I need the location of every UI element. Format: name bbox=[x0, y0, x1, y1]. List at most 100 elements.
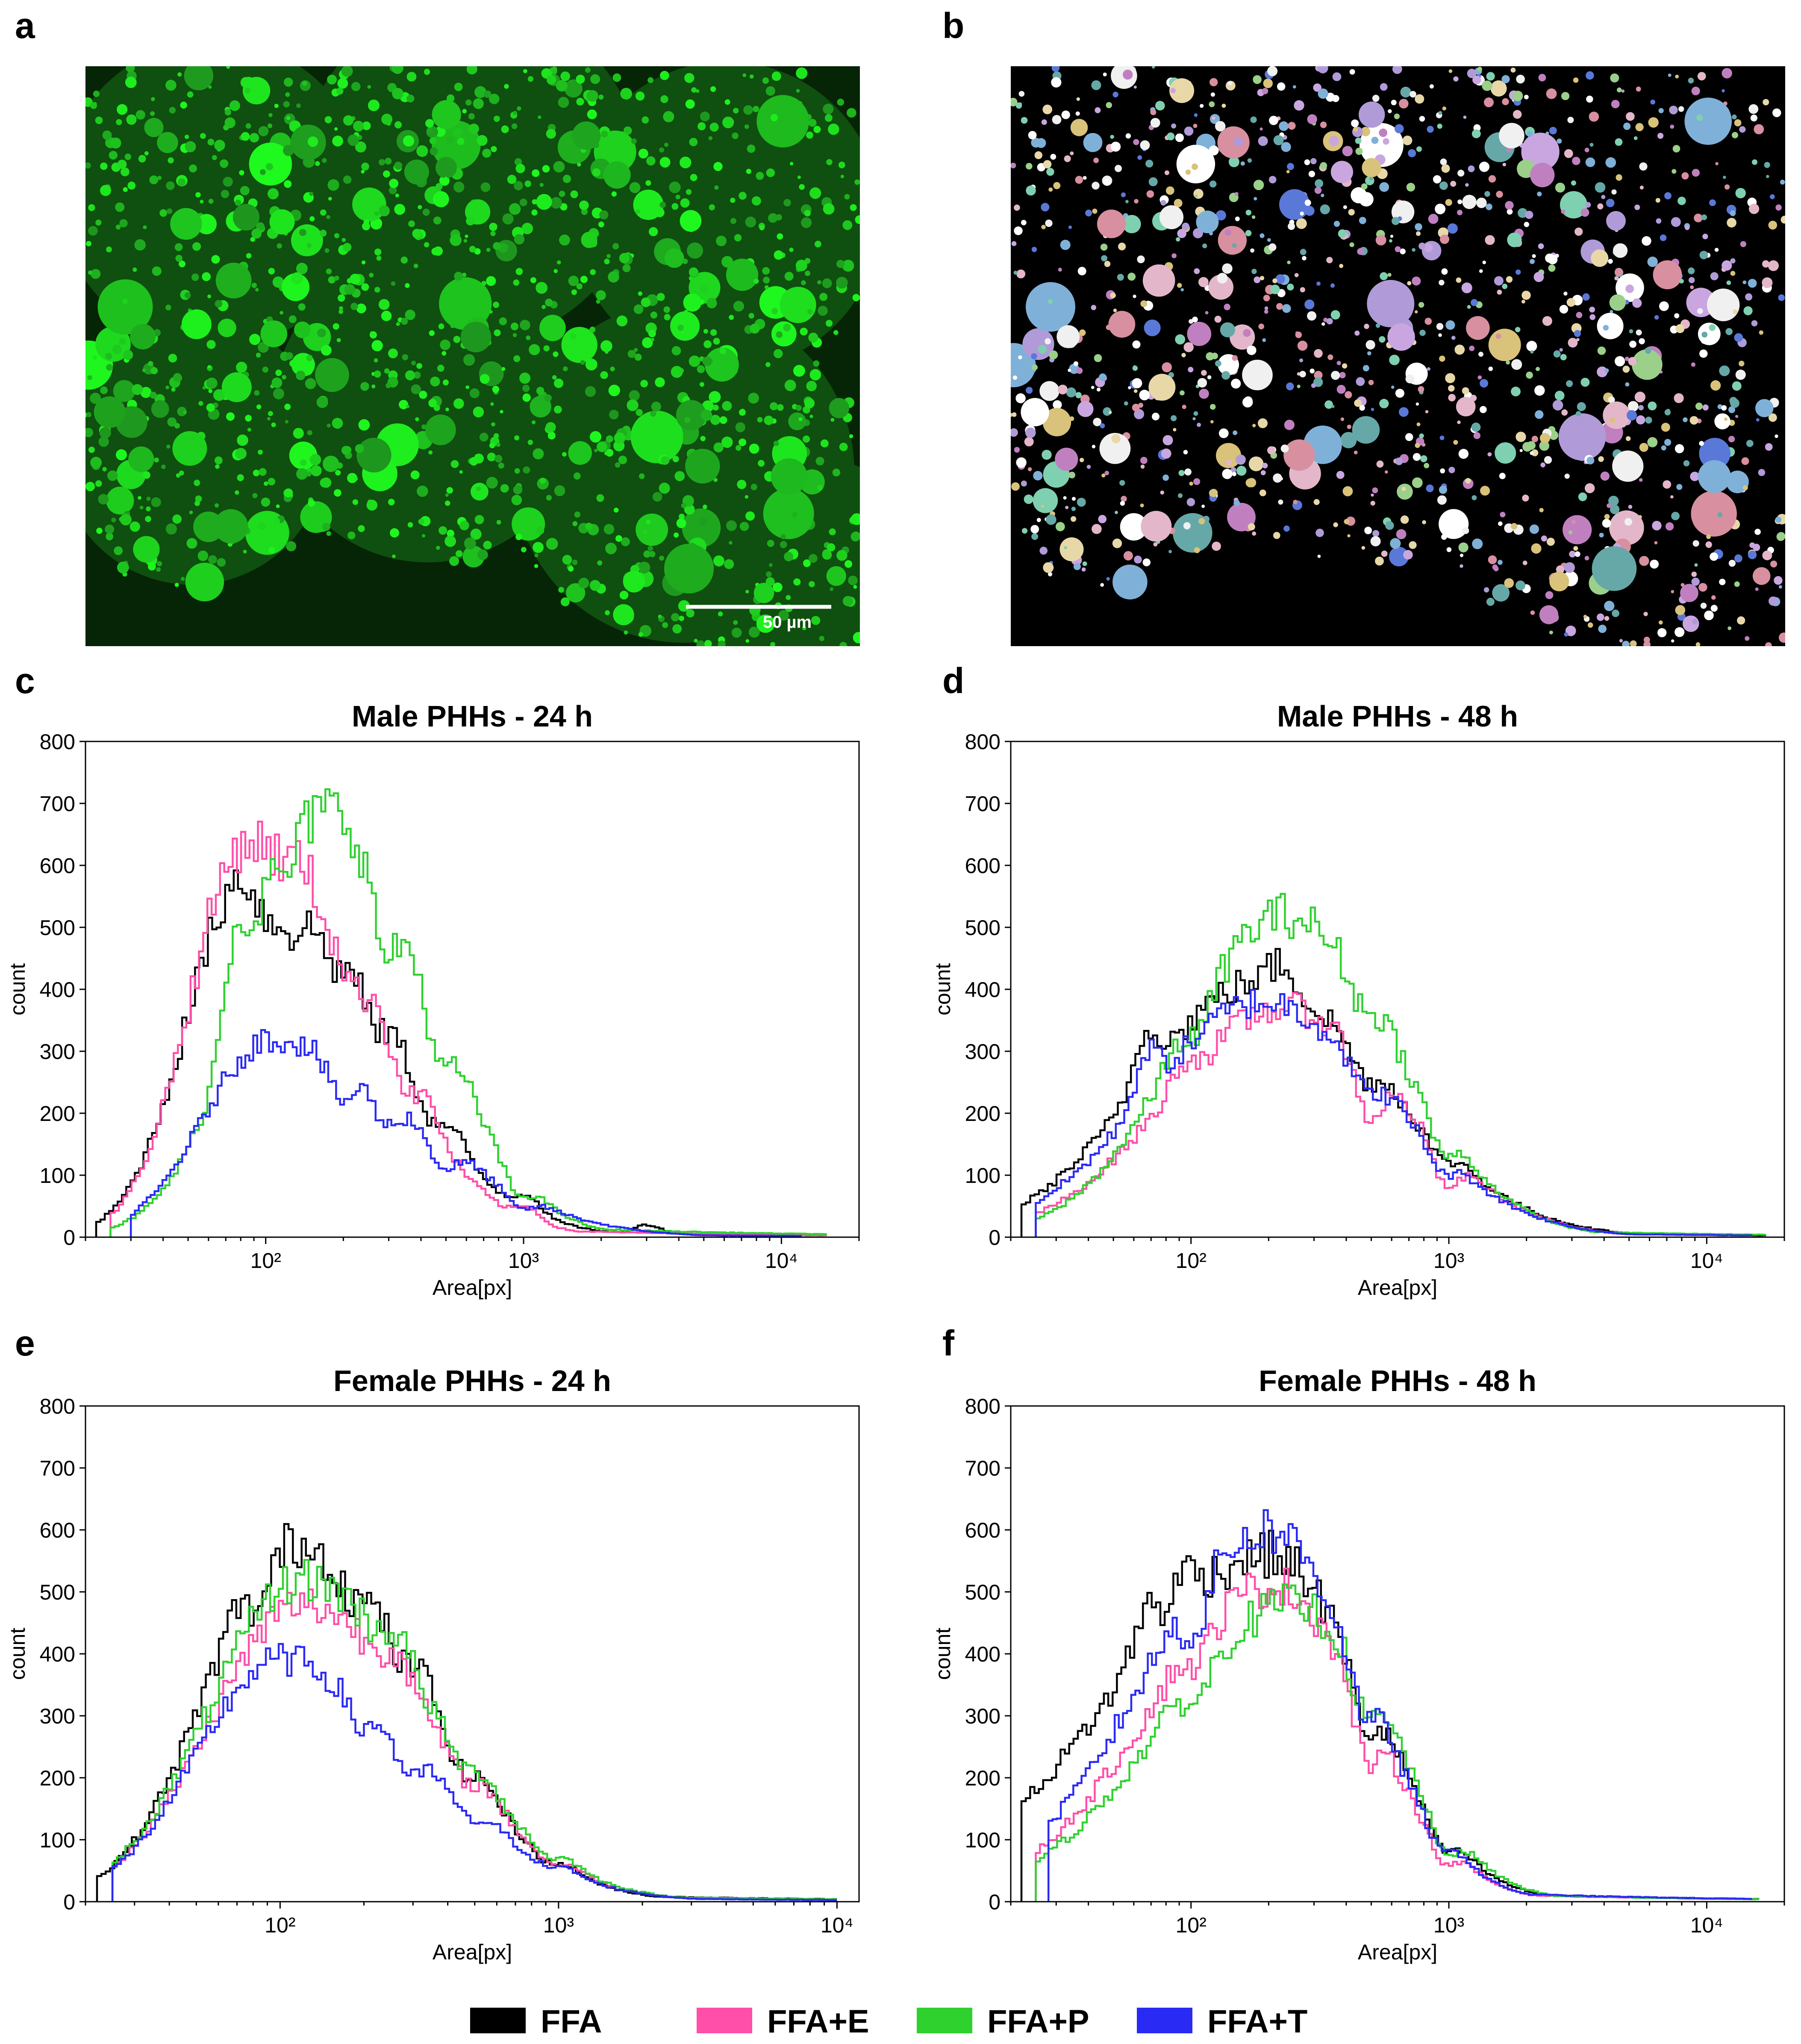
segmentation-mask bbox=[1011, 66, 1785, 646]
lipid-droplet bbox=[130, 324, 156, 350]
segmented-droplet bbox=[1732, 132, 1738, 138]
segmented-droplet bbox=[1675, 324, 1685, 333]
segmented-droplet bbox=[1724, 418, 1727, 421]
segmented-droplet bbox=[1561, 209, 1566, 214]
segmented-droplet bbox=[1421, 443, 1426, 447]
segmented-droplet bbox=[1759, 330, 1763, 335]
lipid-droplet bbox=[427, 126, 433, 132]
lipid-droplet bbox=[98, 436, 109, 447]
segmented-droplet bbox=[1743, 306, 1753, 315]
segmented-droplet bbox=[1754, 124, 1764, 135]
lipid-droplet bbox=[724, 99, 730, 105]
lipid-droplet bbox=[411, 360, 416, 366]
segmented-droplet bbox=[1678, 106, 1684, 112]
lipid-droplet bbox=[106, 246, 112, 253]
segmented-droplet bbox=[1499, 123, 1524, 149]
segmented-droplet bbox=[1103, 407, 1112, 416]
lipid-droplet bbox=[195, 495, 202, 503]
segmented-droplet bbox=[1456, 277, 1462, 283]
lipid-droplet bbox=[109, 151, 118, 160]
segmented-droplet bbox=[1426, 484, 1434, 492]
lipid-droplet bbox=[191, 274, 199, 281]
lipid-droplet bbox=[411, 384, 421, 394]
lipid-droplet bbox=[558, 97, 569, 108]
lipid-droplet bbox=[515, 268, 523, 275]
lipid-droplet bbox=[522, 385, 530, 392]
segmented-droplet bbox=[1024, 494, 1033, 504]
lipid-droplet bbox=[500, 410, 503, 414]
lipid-droplet bbox=[102, 130, 112, 140]
segmented-droplet bbox=[1119, 480, 1125, 486]
lipid-droplet bbox=[390, 528, 399, 538]
lipid-droplet bbox=[493, 433, 499, 439]
lipid-droplet bbox=[568, 441, 592, 465]
panel-letter-c: c bbox=[15, 661, 35, 701]
segmented-droplet bbox=[1034, 151, 1042, 159]
lipid-droplet bbox=[476, 486, 481, 491]
lipid-droplet bbox=[460, 321, 491, 353]
segmented-droplet bbox=[1155, 101, 1165, 111]
lipid-droplet bbox=[576, 74, 585, 84]
lipid-droplet bbox=[622, 264, 631, 272]
lipid-droplet bbox=[829, 398, 850, 418]
segmented-droplet bbox=[1531, 435, 1538, 442]
lipid-droplet bbox=[177, 72, 182, 77]
lipid-droplet bbox=[656, 293, 665, 301]
segmented-droplet bbox=[1753, 544, 1760, 551]
segmented-droplet bbox=[1419, 329, 1426, 336]
lipid-droplet bbox=[823, 103, 834, 115]
lipid-droplet bbox=[197, 550, 209, 561]
segmented-droplet bbox=[1656, 218, 1662, 224]
lipid-droplet bbox=[675, 194, 680, 200]
lipid-droplet bbox=[180, 101, 187, 109]
lipid-droplet bbox=[647, 77, 654, 83]
lipid-droplet bbox=[733, 108, 739, 114]
lipid-droplet bbox=[619, 591, 629, 600]
segmented-droplet bbox=[1021, 220, 1027, 226]
x-axis-label: Area[px] bbox=[433, 1940, 512, 1964]
segmented-droplet bbox=[1354, 450, 1358, 455]
segmented-droplet bbox=[1224, 303, 1230, 310]
segmented-droplet bbox=[1691, 86, 1700, 95]
y-tick-label: 600 bbox=[40, 854, 75, 878]
segmented-droplet bbox=[1400, 86, 1411, 98]
segmented-droplet bbox=[1564, 562, 1575, 573]
segmented-droplet bbox=[1561, 409, 1568, 416]
lipid-droplet bbox=[624, 630, 628, 635]
plot-frame bbox=[85, 1405, 860, 1903]
lipid-droplet bbox=[609, 409, 619, 420]
segmented-droplet bbox=[1215, 360, 1221, 367]
lipid-droplet bbox=[539, 477, 546, 484]
segmented-droplet bbox=[1710, 605, 1718, 612]
segmented-droplet bbox=[1735, 369, 1746, 380]
segmented-droplet bbox=[1209, 145, 1219, 156]
segmented-droplet bbox=[1148, 177, 1158, 186]
segmented-droplet bbox=[1448, 385, 1455, 392]
segmented-droplet bbox=[1277, 82, 1286, 91]
lipid-droplet bbox=[356, 303, 366, 314]
lipid-droplet bbox=[683, 293, 702, 312]
segmented-droplet bbox=[1440, 468, 1445, 474]
segmented-droplet bbox=[1359, 405, 1365, 411]
segmented-droplet bbox=[1081, 567, 1086, 572]
lipid-droplet bbox=[152, 266, 162, 276]
segmented-droplet bbox=[1607, 503, 1611, 508]
lipid-droplet bbox=[143, 471, 150, 479]
segmented-droplet bbox=[1460, 564, 1463, 568]
lipid-droplet bbox=[713, 478, 718, 482]
lipid-droplet bbox=[235, 200, 241, 206]
lipid-droplet bbox=[836, 550, 848, 561]
segmented-droplet bbox=[1314, 349, 1323, 358]
lipid-droplet bbox=[471, 482, 489, 501]
lipid-droplet bbox=[547, 75, 556, 85]
segmented-droplet bbox=[1045, 219, 1053, 227]
lipid-droplet bbox=[690, 174, 697, 181]
segmented-droplet bbox=[1178, 493, 1183, 498]
lipid-droplet bbox=[571, 289, 577, 295]
segmented-droplet bbox=[1162, 362, 1172, 373]
lipid-droplet bbox=[634, 348, 638, 352]
lipid-droplet bbox=[697, 365, 705, 374]
lipid-droplet bbox=[289, 441, 318, 470]
series-line-ffa bbox=[95, 869, 827, 1237]
lipid-droplet bbox=[638, 632, 643, 637]
